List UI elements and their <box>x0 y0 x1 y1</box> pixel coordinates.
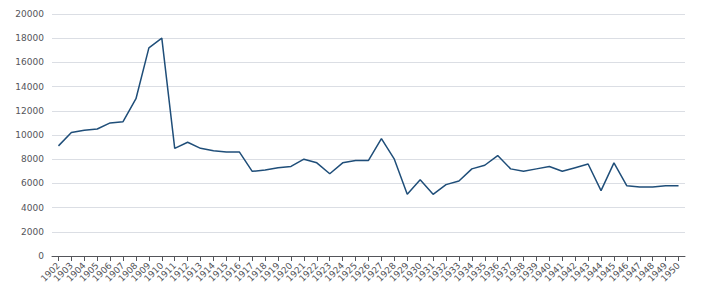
svg-text:16000: 16000 <box>15 57 44 67</box>
svg-text:6000: 6000 <box>21 178 44 188</box>
svg-text:20000: 20000 <box>15 9 44 19</box>
svg-text:1927: 1927 <box>361 260 385 284</box>
svg-text:1923: 1923 <box>310 260 334 284</box>
svg-text:1919: 1919 <box>258 260 282 284</box>
svg-text:1940: 1940 <box>529 260 553 284</box>
svg-text:1916: 1916 <box>219 260 243 284</box>
svg-text:4000: 4000 <box>21 203 44 213</box>
svg-text:1922: 1922 <box>297 260 321 284</box>
svg-text:1935: 1935 <box>465 260 489 284</box>
svg-text:1950: 1950 <box>659 260 682 283</box>
svg-text:1913: 1913 <box>180 260 205 284</box>
svg-text:1928: 1928 <box>374 260 398 284</box>
svg-text:1943: 1943 <box>568 260 592 284</box>
svg-text:1930: 1930 <box>400 260 424 284</box>
svg-text:1906: 1906 <box>90 260 114 284</box>
svg-text:1932: 1932 <box>426 260 450 284</box>
svg-text:1908: 1908 <box>116 260 140 284</box>
svg-text:1910: 1910 <box>142 260 166 284</box>
svg-text:1941: 1941 <box>542 260 566 284</box>
svg-text:1946: 1946 <box>607 260 631 284</box>
svg-text:12000: 12000 <box>15 106 44 116</box>
svg-text:1938: 1938 <box>503 260 528 284</box>
svg-text:1925: 1925 <box>335 260 360 284</box>
svg-text:1921: 1921 <box>284 260 308 284</box>
svg-text:1929: 1929 <box>387 260 411 284</box>
svg-text:18000: 18000 <box>15 33 44 43</box>
svg-text:1936: 1936 <box>478 260 502 284</box>
svg-text:1937: 1937 <box>490 260 515 284</box>
svg-text:1934: 1934 <box>452 260 476 284</box>
svg-text:10000: 10000 <box>15 130 44 140</box>
svg-text:14000: 14000 <box>15 82 44 92</box>
svg-text:1931: 1931 <box>413 260 437 284</box>
svg-text:2000: 2000 <box>21 227 44 237</box>
svg-text:1947: 1947 <box>620 260 644 284</box>
svg-text:1942: 1942 <box>555 260 579 284</box>
svg-text:1912: 1912 <box>167 260 192 284</box>
svg-text:0: 0 <box>38 251 44 261</box>
svg-text:1903: 1903 <box>51 260 75 284</box>
svg-text:1902: 1902 <box>38 260 62 284</box>
svg-text:1949: 1949 <box>645 260 670 284</box>
svg-text:1918: 1918 <box>245 260 269 284</box>
svg-text:1905: 1905 <box>77 260 101 284</box>
svg-text:1948: 1948 <box>633 260 657 284</box>
svg-text:1917: 1917 <box>232 260 256 284</box>
svg-text:1909: 1909 <box>129 260 153 284</box>
svg-text:1939: 1939 <box>516 260 540 284</box>
svg-text:1945: 1945 <box>594 260 618 284</box>
svg-text:8000: 8000 <box>21 154 44 164</box>
svg-text:1944: 1944 <box>581 260 605 284</box>
svg-text:1911: 1911 <box>155 260 179 284</box>
svg-text:1914: 1914 <box>193 260 217 284</box>
svg-text:1933: 1933 <box>439 260 463 284</box>
svg-text:1904: 1904 <box>64 260 88 284</box>
svg-text:1926: 1926 <box>348 260 372 284</box>
svg-text:1920: 1920 <box>271 260 295 284</box>
svg-text:1924: 1924 <box>323 260 347 284</box>
svg-text:1915: 1915 <box>206 260 230 284</box>
svg-text:1907: 1907 <box>103 260 127 284</box>
